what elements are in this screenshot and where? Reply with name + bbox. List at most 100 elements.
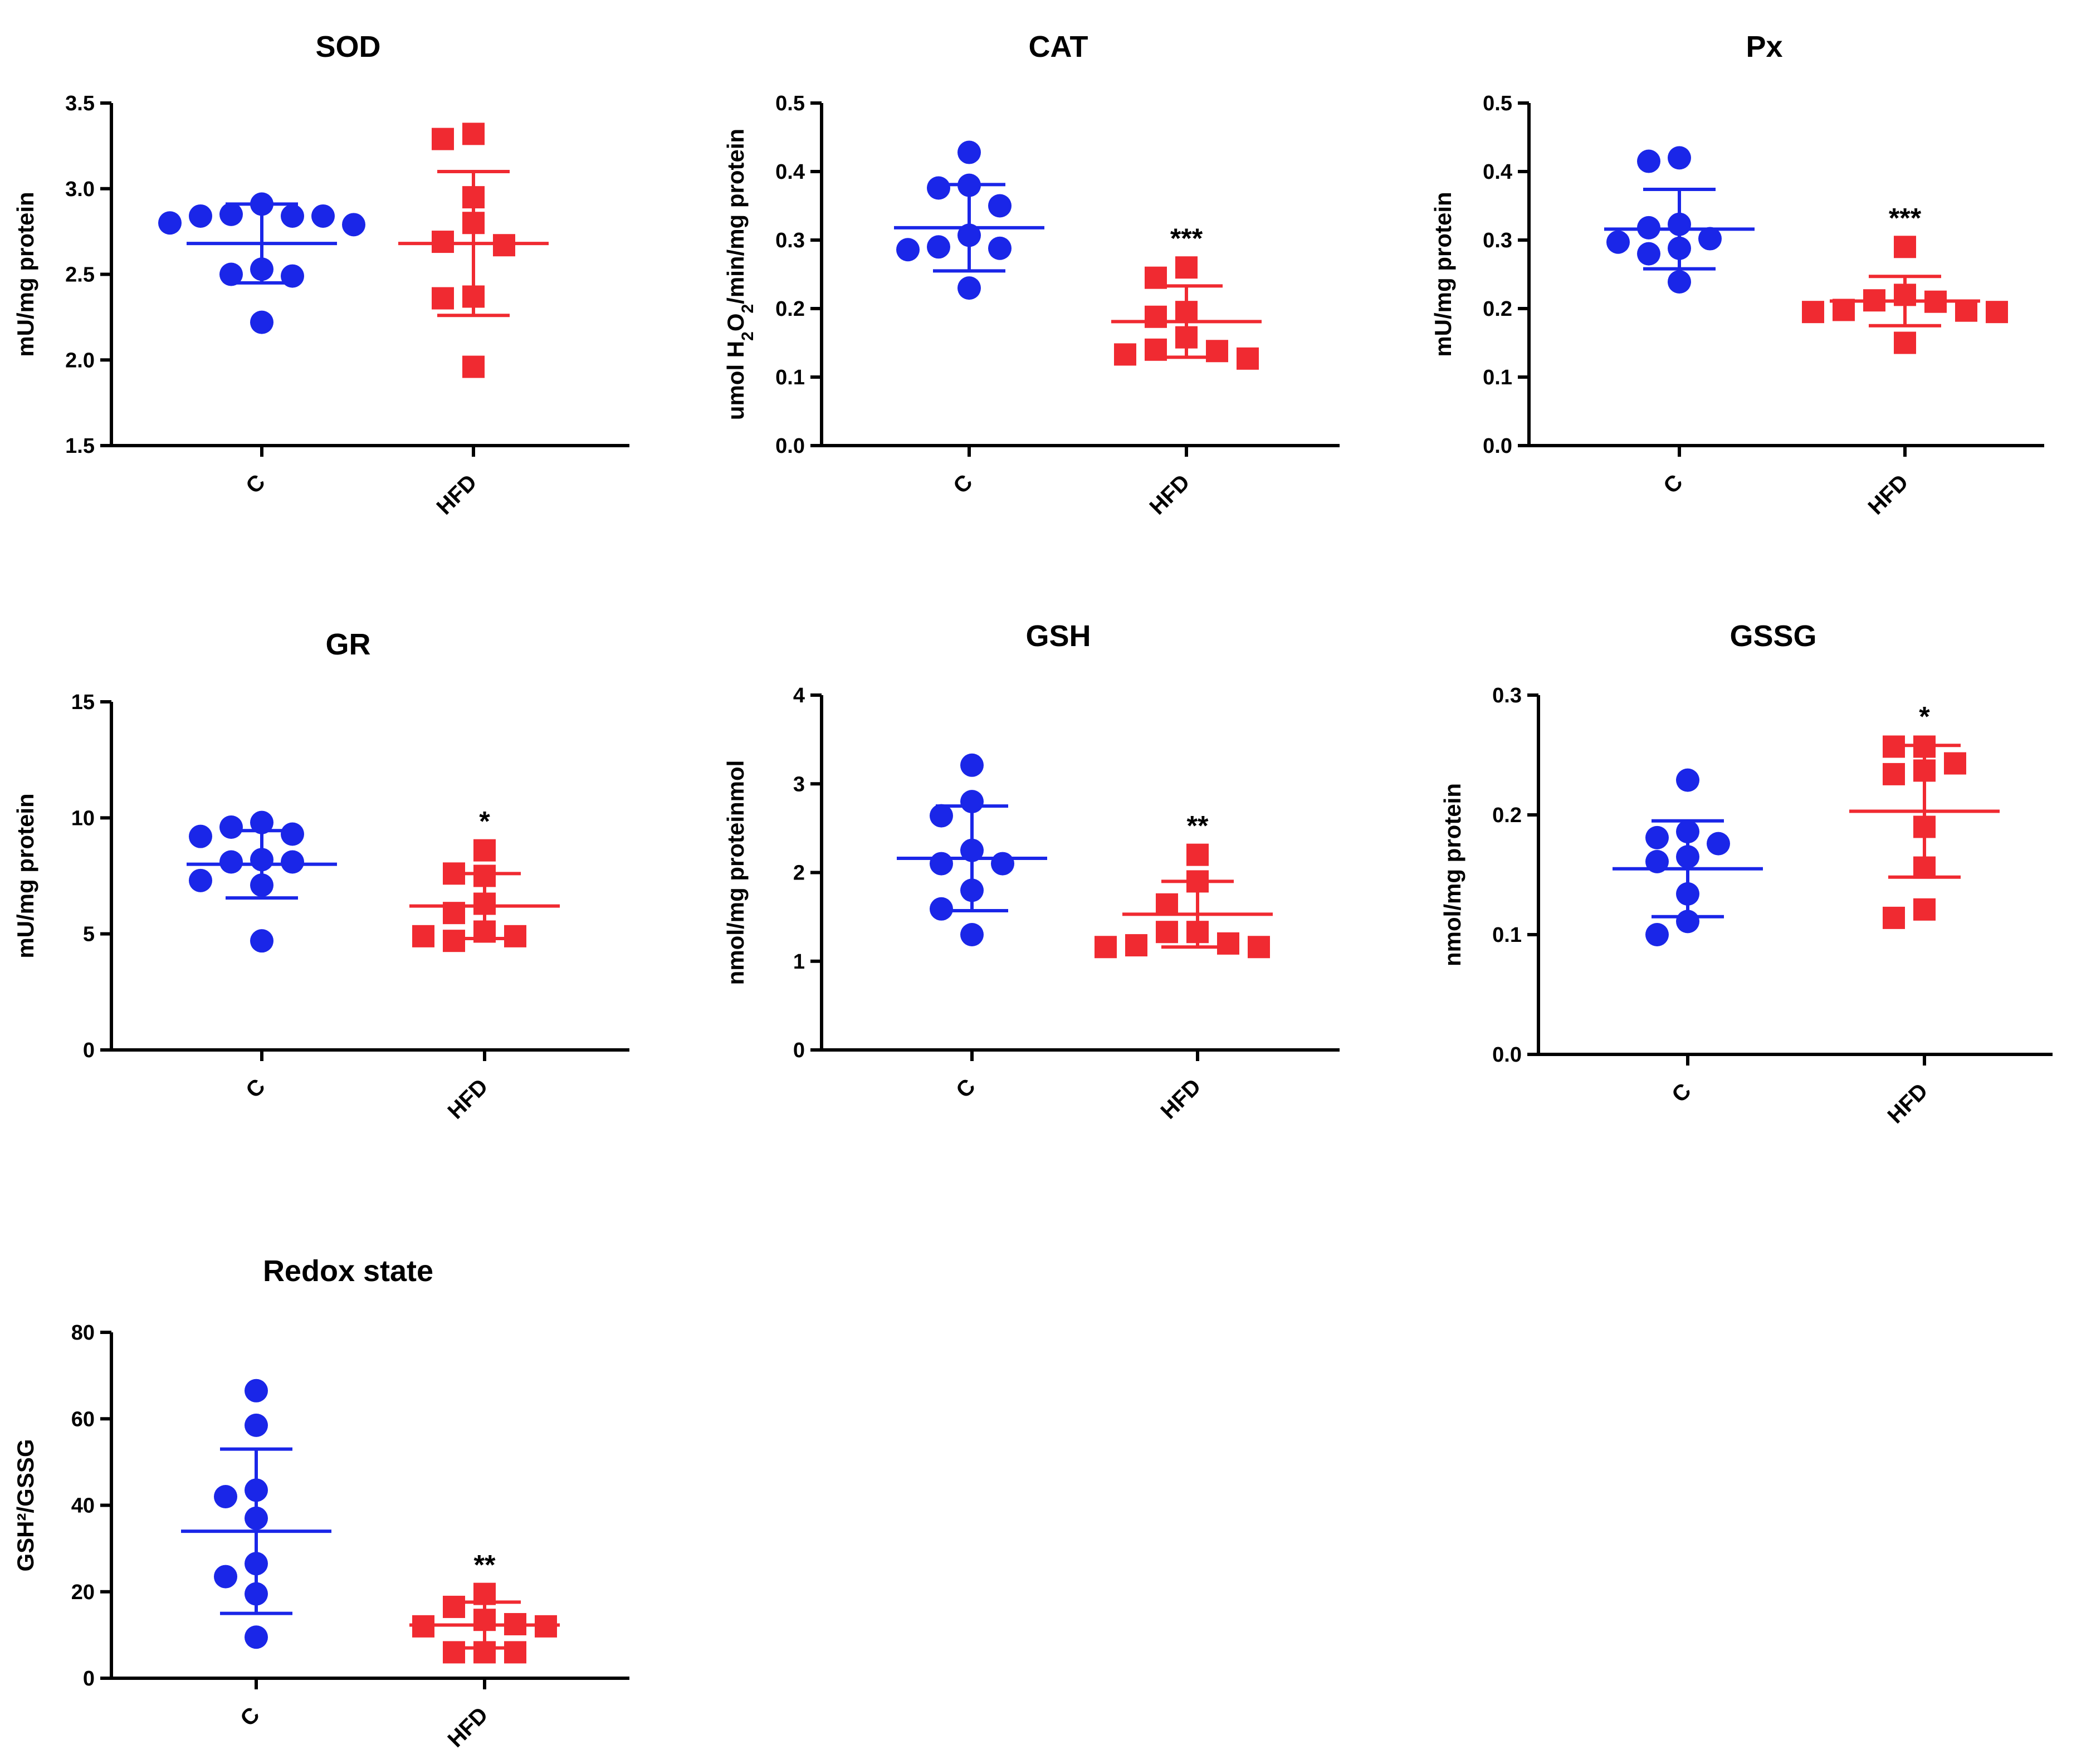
y-tick-label: 0.3 <box>1483 229 1512 252</box>
data-point <box>245 1506 268 1530</box>
x-tick-label: C <box>1667 1078 1696 1107</box>
panel-gssg: GSSG 0.0 0.1 0.2 0.3 nmol/mg protein C HFD * <box>1439 619 2053 1128</box>
x-tick-label: HFD <box>443 1074 492 1123</box>
data-point <box>1668 212 1691 236</box>
x-tick-label: HFD <box>1156 1074 1205 1123</box>
data-point <box>250 848 273 872</box>
data-point <box>960 838 984 862</box>
y-axis-label: GSH²/GSSG <box>12 1439 38 1571</box>
y-tick-label: 0.0 <box>1483 434 1512 458</box>
data-point <box>214 1565 237 1589</box>
data-point <box>1883 735 1905 758</box>
data-point <box>927 235 950 259</box>
data-point <box>1913 898 1936 921</box>
data-point <box>988 236 1012 260</box>
data-point <box>930 897 953 921</box>
data-point <box>250 810 273 834</box>
data-point <box>1894 284 1916 306</box>
panel-redox-state: Redox state 0 20 40 60 80 GSH²/GSSG C HFD ** <box>12 1254 629 1752</box>
y-tick-label: 3 <box>793 773 805 796</box>
data-point <box>960 922 984 946</box>
data-point <box>1606 230 1630 254</box>
data-point <box>473 892 496 915</box>
data-point <box>1924 290 1947 313</box>
data-point <box>504 1641 526 1664</box>
y-tick-label: 0.0 <box>1492 1043 1522 1067</box>
y-tick-label: 0.2 <box>1483 297 1512 321</box>
y-tick-label: 2.5 <box>65 263 95 287</box>
y-axis-label: mU/mg protein <box>12 793 38 958</box>
series-hfd <box>398 123 549 378</box>
x-tick-label: HFD <box>1145 470 1194 519</box>
data-point <box>960 753 984 777</box>
panel-title: CAT <box>1029 30 1088 63</box>
data-point <box>250 257 273 281</box>
y-tick-label: 3.5 <box>65 92 95 115</box>
data-point <box>158 211 182 235</box>
data-point <box>991 852 1014 876</box>
panel-title: Redox state <box>263 1254 433 1288</box>
y-tick-label: 0 <box>83 1039 95 1062</box>
x-tick-label: HFD <box>1863 470 1913 519</box>
data-point <box>245 1413 268 1437</box>
data-point <box>462 212 485 234</box>
data-point <box>1698 227 1722 251</box>
significance-marker: *** <box>1170 223 1203 254</box>
data-point <box>960 878 984 902</box>
data-point <box>250 310 273 334</box>
data-point <box>1955 299 1977 322</box>
data-point <box>957 140 981 164</box>
data-point <box>443 862 465 885</box>
y-tick-label: 0.1 <box>1492 923 1522 947</box>
data-point <box>1206 340 1228 363</box>
y-tick-label: 2 <box>793 862 805 885</box>
data-point <box>1676 820 1699 844</box>
y-axis-label: mU/mg protein <box>12 192 38 356</box>
data-point <box>189 824 212 848</box>
data-point <box>462 186 485 209</box>
data-point <box>1145 266 1167 289</box>
x-tick-label: C <box>241 1074 270 1103</box>
data-point <box>1645 825 1669 849</box>
data-point <box>462 123 485 145</box>
data-point <box>281 850 304 874</box>
series-c <box>187 810 337 953</box>
data-point <box>1114 343 1136 366</box>
data-point <box>189 204 212 228</box>
data-point <box>1186 843 1209 866</box>
data-point <box>1645 923 1669 946</box>
panel-title: Px <box>1746 30 1782 63</box>
y-tick-label: 4 <box>793 684 805 707</box>
y-tick-label: 60 <box>71 1408 95 1431</box>
data-point <box>1676 882 1699 906</box>
series-hfd: ** <box>409 1550 560 1664</box>
x-tick-label: HFD <box>432 470 481 519</box>
data-point <box>1217 932 1239 955</box>
data-point <box>1637 149 1660 173</box>
data-point <box>1802 301 1824 324</box>
data-point <box>1676 910 1699 934</box>
y-tick-label: 0.3 <box>1492 684 1522 707</box>
y-tick-label: 0.5 <box>1483 92 1512 115</box>
data-point <box>443 1641 465 1664</box>
y-tick-label: 0.3 <box>775 229 805 252</box>
data-point <box>1668 146 1691 170</box>
data-point <box>1095 936 1117 959</box>
data-point <box>493 234 515 257</box>
y-tick-label: 0.5 <box>775 92 805 115</box>
series-c <box>181 1379 331 1649</box>
data-point <box>432 231 454 253</box>
y-tick-label: 0.2 <box>775 297 805 321</box>
significance-marker: * <box>1919 701 1930 732</box>
data-point <box>443 902 465 925</box>
data-point <box>1833 299 1855 321</box>
data-point <box>432 287 454 310</box>
data-point <box>1145 305 1167 328</box>
x-tick-label: C <box>241 470 270 499</box>
y-tick-label: 3.0 <box>65 178 95 201</box>
data-point <box>1637 242 1660 266</box>
data-point <box>1156 893 1178 916</box>
x-tick-label: C <box>1659 470 1688 499</box>
data-point <box>1913 815 1936 838</box>
data-point <box>473 1582 496 1605</box>
